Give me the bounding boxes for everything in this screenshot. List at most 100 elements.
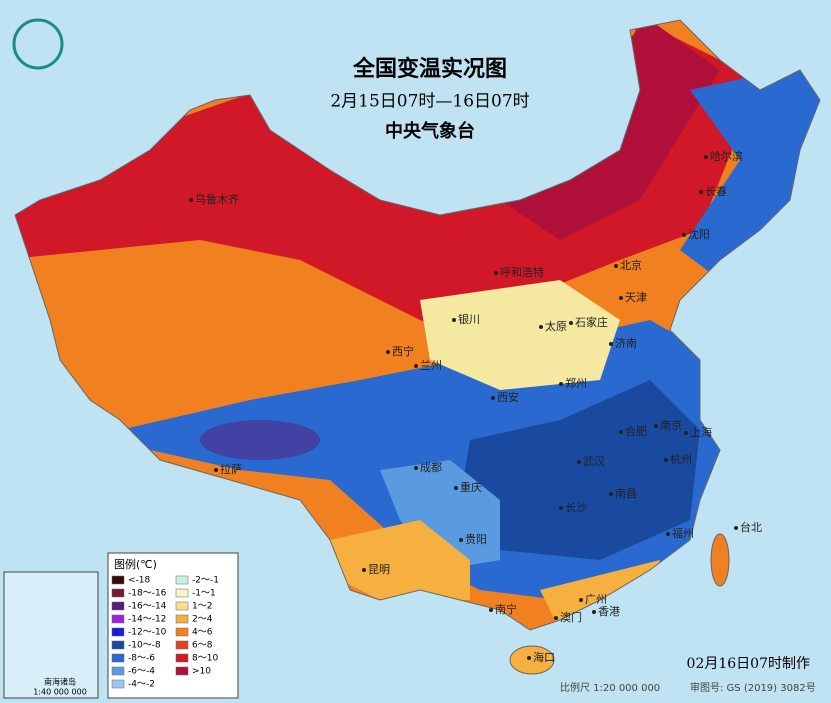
legend-swatch [175,666,189,676]
legend-swatch [111,601,125,611]
city-label: 银川 [458,312,480,326]
city-label: 南宁 [495,602,517,616]
city-label: 乌鲁木齐 [195,192,239,206]
city-label: 拉萨 [220,462,242,476]
city-label: 重庆 [460,480,482,494]
legend-label: -12～-10 [128,628,167,638]
city-dot [614,264,618,268]
inset-title: 南海诸岛 [44,677,76,687]
city-label: 沈阳 [688,227,710,241]
city-label: 贵阳 [465,533,487,546]
city-dot [539,325,543,329]
city-label: 长沙 [565,501,587,514]
city-label: 杭州 [670,452,692,466]
city-dot [666,532,670,536]
city-dot [569,321,573,325]
city-label: 福州 [672,526,694,540]
inset-scale: 1:40 000 000 [33,688,87,697]
city-label: 上海 [690,425,712,439]
legend-label: -1～1 [192,589,216,599]
city-dot [414,364,418,368]
scale: 比例尺 1:20 000 000 [560,681,660,694]
legend-label: -14～-12 [128,615,166,625]
city-label: 武汉 [583,455,605,468]
legend-label: -16～-14 [128,602,167,612]
city-label: 成都 [420,461,442,474]
subtitle: 2月15日07时—16日07时 [330,92,529,112]
city-dot [554,616,558,620]
border [14,19,821,631]
legend-label: 4～6 [192,628,213,638]
legend-swatch [111,575,125,585]
hainan [509,645,555,675]
legend-title: 图例(℃) [114,557,157,571]
legend-swatch [111,588,125,598]
city-dot [386,350,390,354]
city-label: 南昌 [615,487,637,500]
legend-label: -10～-8 [128,641,161,651]
legend-label: -8～-6 [128,654,155,664]
city-dot [559,506,563,510]
city-label: 海口 [533,650,555,664]
city-dot [592,610,596,614]
city-label: 天津 [625,291,647,304]
city-dot [527,656,531,660]
taiwan [710,533,730,587]
city-label: 北京 [620,258,642,272]
city-label: 南京 [660,418,682,432]
city-dot [704,155,708,159]
city-label: 石家庄 [575,315,608,329]
legend-swatch [111,679,125,689]
city-dot [609,492,613,496]
city-dot [454,486,458,490]
city-label: 西宁 [392,344,414,358]
legend-swatch [111,627,125,637]
city-dot [491,396,495,400]
city-label: 郑州 [565,376,587,390]
city-dot [452,318,456,322]
city-dot [362,568,366,572]
city-dot [619,296,623,300]
city-dot [189,198,193,202]
city-dot [489,608,493,612]
city-label: 济南 [615,336,637,350]
city-dot [577,460,581,464]
title: 全国变温实况图 [352,56,507,82]
city-label: 太原 [545,320,567,333]
city-dot [559,382,563,386]
legend-label: 8～10 [192,654,218,664]
legend [107,552,239,699]
city-label: 呼和浩特 [500,265,544,279]
legend-swatch [175,640,189,650]
city-label: 澳门 [560,610,582,624]
legend-swatch [175,575,189,585]
city-dot [699,190,703,194]
legend-swatch [111,653,125,663]
city-label: 兰州 [420,359,442,372]
logo [12,18,64,70]
city-dot [682,233,686,237]
legend-label: 6～8 [192,641,213,651]
legend-swatch [175,653,189,663]
city-label: 广州 [585,593,607,606]
legend-label: -4～-2 [128,680,155,690]
city-dot [414,466,418,470]
legend-swatch [175,588,189,598]
approval: 审图号: GS (2019) 3082号 [690,681,816,694]
city-dot [494,271,498,275]
legend-swatch [111,640,125,650]
city-label: 合肥 [625,424,647,438]
city-label: 昆明 [368,563,390,576]
city-dot [664,458,668,462]
city-dot [214,468,218,472]
legend-swatch [111,666,125,676]
city-label: 哈尔滨 [710,149,743,163]
city-label: 长春 [705,185,727,198]
legend-label: -6～-4 [128,667,155,677]
legend-label: 2～4 [192,615,213,625]
legend-label: -18～-16 [128,589,167,599]
city-dot [609,342,613,346]
city-dot [684,431,688,435]
city-dot [579,598,583,602]
